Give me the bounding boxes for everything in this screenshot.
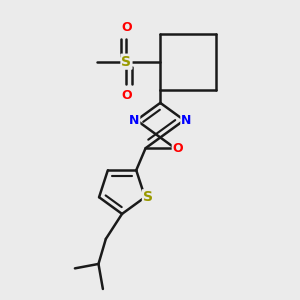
Text: O: O <box>121 89 132 102</box>
Text: S: S <box>143 190 153 204</box>
Text: N: N <box>181 114 192 127</box>
Text: S: S <box>122 55 131 69</box>
Text: N: N <box>129 114 139 127</box>
Text: O: O <box>172 142 183 155</box>
Text: O: O <box>121 21 132 34</box>
